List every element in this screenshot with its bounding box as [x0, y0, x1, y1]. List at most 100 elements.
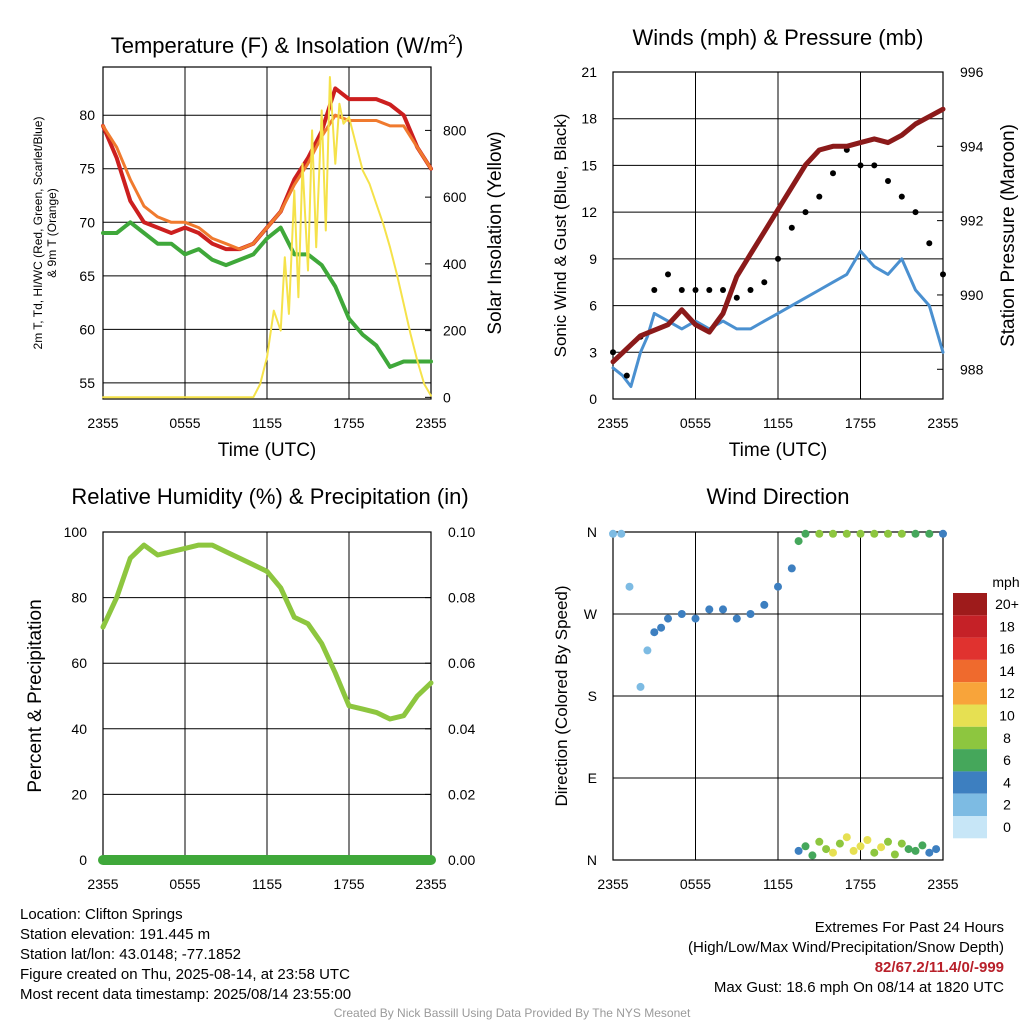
dir-point: [932, 845, 941, 854]
station-location: Location: Clifton Springs: [20, 906, 183, 923]
colorbar-label: 0: [1003, 819, 1011, 835]
rh-chart-title: Relative Humidity (%) & Precipitation (i…: [71, 484, 468, 509]
dir-point: [657, 623, 666, 632]
dir-point: [650, 628, 659, 637]
wind-x-tick-label: 1155: [763, 415, 793, 431]
rh-x-tick-label: 1155: [252, 876, 282, 892]
temp-x-tick-label: 2355: [415, 415, 446, 431]
rh-y2-tick-label: 0.04: [448, 721, 475, 737]
wind-y2-tick-label: 996: [960, 64, 984, 80]
temp-y2-tick-label: 600: [443, 189, 467, 205]
dir-point: [877, 843, 886, 852]
extremes-info: Extremes For Past 24 Hours (High/Low/Max…: [688, 918, 1004, 998]
wind-gust-point: [857, 162, 864, 169]
dir-point: [691, 614, 700, 623]
dir-x-tick-label: 1155: [763, 876, 793, 892]
wind-y2-tick-label: 992: [960, 213, 984, 229]
wind-gust-point: [706, 287, 713, 293]
temp-y-tick-label: 65: [79, 268, 95, 284]
dir-point: [911, 529, 920, 538]
dir-point: [815, 529, 824, 538]
dir-point: [884, 529, 892, 538]
wind-y2-tick-label: 988: [960, 361, 984, 377]
dir-point: [719, 605, 727, 614]
wind-y-tick-label: 0: [589, 391, 597, 407]
dir-point: [664, 614, 672, 623]
wind-x-tick-label: 1755: [845, 415, 876, 431]
temp-y2-tick-label: 0: [443, 389, 451, 405]
temp-y-tick-label: 70: [79, 214, 95, 230]
wind-gust-point: [720, 287, 726, 293]
wind-x-label: Time (UTC): [729, 440, 828, 461]
dir-point: [787, 564, 796, 573]
dir-point: [884, 837, 892, 846]
temp-y2-tick-label: 800: [443, 122, 467, 138]
wind-gust-point: [651, 287, 658, 293]
dir-point: [904, 845, 913, 854]
wind-x-tick-label: 2355: [597, 415, 628, 431]
dir-x-tick-label: 1755: [845, 876, 876, 892]
rh-y2-tick-label: 0.00: [448, 852, 475, 868]
colorbar-swatch: [953, 593, 987, 616]
dir-point: [870, 848, 879, 857]
dir-point: [801, 842, 810, 851]
wind-chart-title: Winds (mph) & Pressure (mb): [633, 25, 924, 50]
rh-y-tick-label: 20: [71, 786, 87, 802]
colorbar-swatch: [953, 637, 987, 660]
wind-gust-point: [912, 209, 919, 216]
rh-y2-tick-label: 0.02: [448, 786, 475, 802]
dir-point: [829, 529, 837, 538]
wind-y-tick-label: 6: [589, 298, 597, 314]
temp-y2-label: Solar Insolation (Yellow): [485, 131, 506, 334]
colorbar-label: 18: [999, 618, 1015, 634]
dir-point: [870, 529, 879, 538]
temp-y2-tick-label: 200: [443, 323, 467, 339]
dir-point: [625, 582, 634, 591]
temp-x-tick-label: 2355: [87, 415, 118, 431]
wind-gust-point: [761, 279, 768, 286]
station-latlon: Station lat/lon: 43.0148; -77.1852: [20, 946, 242, 963]
dir-point: [636, 682, 645, 691]
dir-chart-title: Wind Direction: [706, 484, 849, 509]
dir-point: [705, 605, 714, 614]
wind-gust-point: [871, 162, 878, 169]
extremes-title: Extremes For Past 24 Hours: [814, 919, 1004, 936]
temp-y-tick-label: 60: [79, 321, 95, 337]
wind-gust-point: [830, 170, 836, 177]
colorbar-swatch: [953, 659, 987, 683]
wind-y2-tick-label: 994: [960, 138, 984, 154]
dir-point: [925, 848, 934, 857]
dir-point: [822, 845, 831, 854]
wind-gust-point: [733, 294, 740, 301]
rh-y2-tick-label: 0.08: [448, 590, 475, 606]
wind-y-tick-label: 12: [581, 204, 597, 220]
colorbar-swatch: [953, 816, 987, 839]
rh-series-humidity: [100, 542, 434, 722]
wind-y-tick-label: 9: [589, 251, 597, 267]
rh-x-tick-label: 0555: [169, 876, 200, 892]
colorbar-label: 4: [1003, 774, 1011, 790]
station-info: Location: Clifton Springs Station elevat…: [20, 905, 351, 1005]
wind-gust-point: [610, 349, 616, 356]
dir-point: [732, 614, 741, 623]
figure-created: Figure created on Thu, 2025-08-14, at 23…: [20, 966, 350, 983]
dir-point: [815, 837, 824, 846]
temp-y-label-line2: & 9m T (Orange): [45, 188, 59, 278]
wind-y-tick-label: 21: [581, 64, 597, 80]
dir-point: [801, 529, 810, 538]
wind-y-tick-label: 3: [589, 344, 597, 360]
station-elevation: Station elevation: 191.445 m: [20, 926, 211, 943]
temp-series-td: [101, 220, 433, 369]
wind-gust-point: [623, 372, 630, 379]
temp-chart-title: Temperature (F) & Insolation (W/m2): [111, 31, 464, 58]
wind-gust-point: [926, 240, 933, 247]
colorbar-label: 6: [1003, 752, 1011, 768]
dir-x-tick-label: 0555: [680, 876, 711, 892]
wind-gust-point: [885, 178, 891, 184]
dir-y-label: Direction (Colored By Speed): [552, 585, 571, 806]
wind-x-tick-label: 0555: [680, 415, 711, 431]
wind-y-tick-label: 15: [581, 157, 597, 173]
rh-y-tick-label: 100: [64, 524, 88, 540]
temp-y-label-line1: 2m T, Td, HI/WC (Red, Green, Scarlet/Blu…: [31, 117, 45, 350]
wind-y-tick-label: 18: [581, 111, 597, 127]
